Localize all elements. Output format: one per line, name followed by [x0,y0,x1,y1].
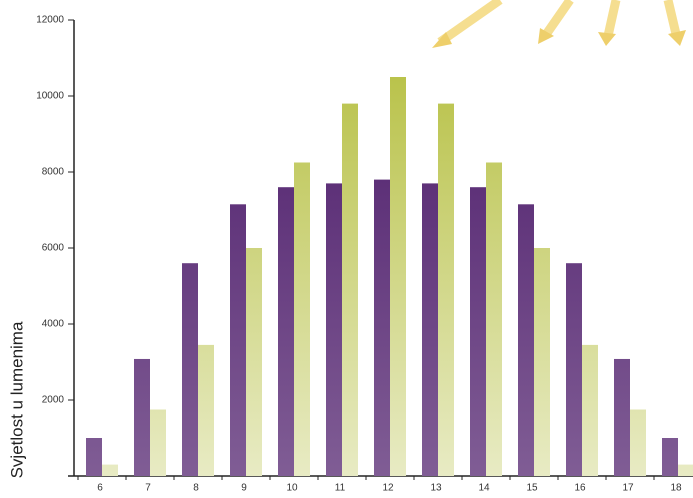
bar [390,77,406,476]
bar [150,409,166,476]
bar [566,263,582,476]
bar [86,438,102,476]
x-tick-label: 10 [286,483,298,494]
x-tick-label: 7 [145,483,151,494]
bar [534,248,550,476]
bar [294,162,310,476]
sun-rays [432,0,686,48]
x-tick-label: 6 [97,483,103,494]
x-tick-label: 16 [574,483,586,494]
x-tick-label: 13 [430,483,442,494]
y-tick-label: 10000 [36,91,64,102]
bar [438,103,454,476]
bar [230,204,246,477]
bar [422,183,438,476]
x-tick-label: 14 [478,483,490,494]
bar [614,358,630,476]
bar [582,344,598,476]
bar [470,187,486,476]
bar [326,183,342,476]
bar [342,103,358,476]
x-tick-label: 17 [622,483,634,494]
x-tick-label: 9 [241,483,247,494]
y-tick-label: 12000 [36,15,64,26]
bar [662,438,678,476]
y-tick-label: 8000 [42,167,65,178]
x-tick-label: 12 [382,483,394,494]
bar [246,248,262,476]
y-axis-label: Svjetlost u lumenima [7,321,26,478]
y-tick-label: 2000 [42,395,65,406]
bar [134,358,150,476]
bar [518,204,534,477]
y-tick-label: 4000 [42,319,65,330]
bar [374,179,390,476]
y-tick-label: 6000 [42,243,65,254]
bar [198,344,214,476]
x-tick-label: 18 [670,483,682,494]
x-tick-label: 11 [335,483,346,494]
bar [182,263,198,476]
bar [486,162,502,476]
x-tick-label: 8 [193,483,199,494]
bar [678,464,693,476]
bar [278,187,294,476]
bar [630,409,646,476]
bar [102,464,118,476]
x-tick-label: 15 [526,483,538,494]
